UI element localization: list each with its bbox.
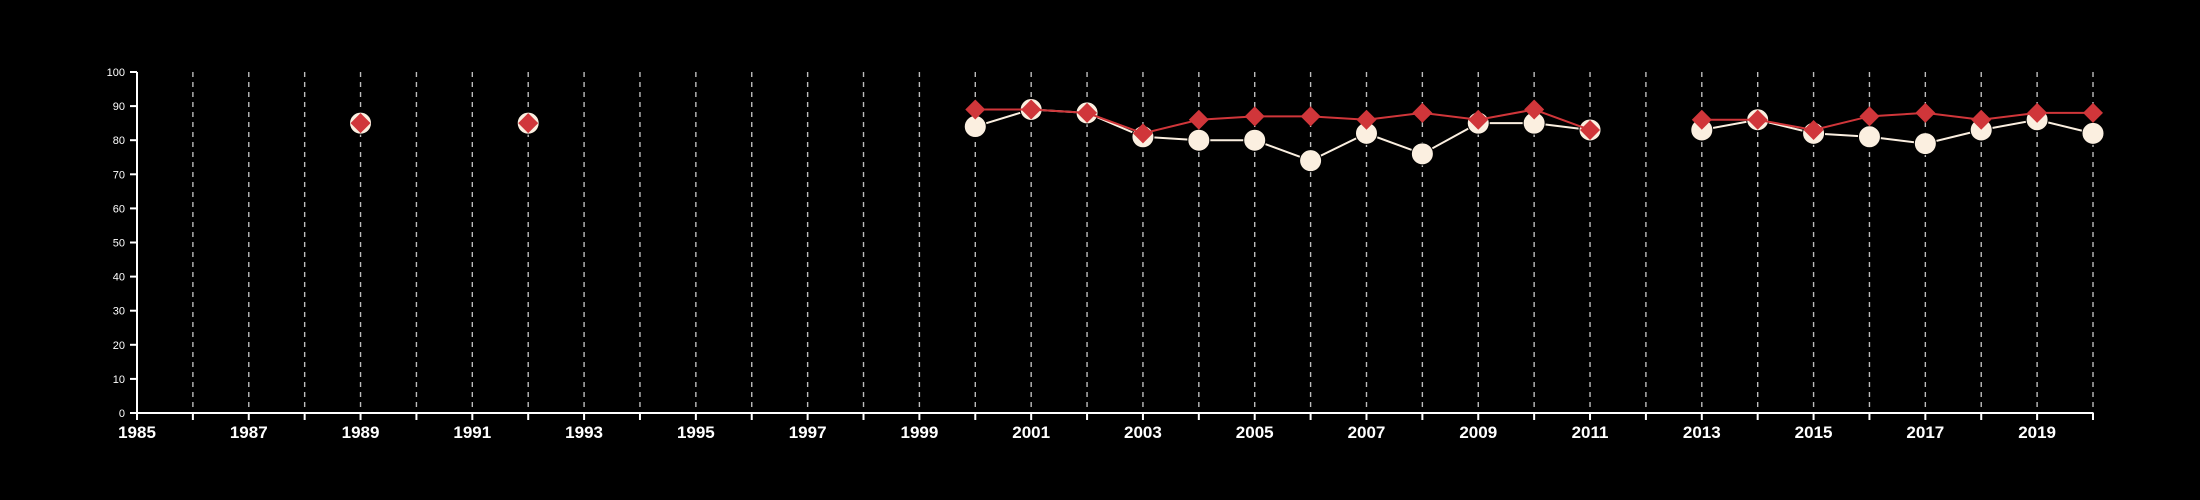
x-tick-label: 2019	[2018, 423, 2056, 442]
y-tick-label: 10	[113, 374, 125, 386]
series-layer	[349, 98, 2105, 173]
x-tick-label: 2005	[1236, 423, 1274, 442]
data-point-diamond	[1132, 123, 1153, 144]
x-tick-label: 1985	[118, 423, 156, 442]
x-tick-label: 1987	[230, 423, 268, 442]
y-tick-label: 20	[113, 340, 125, 352]
x-tick-label: 2009	[1459, 423, 1497, 442]
y-tick-label: 60	[113, 203, 125, 215]
data-point-diamond	[1803, 119, 1824, 140]
data-point-diamond	[1300, 106, 1321, 127]
x-tick-label: 1993	[565, 423, 603, 442]
data-point-diamond	[1244, 106, 1265, 127]
data-point-diamond	[1468, 109, 1489, 130]
data-point-diamond	[1691, 109, 1712, 130]
data-point-circle	[1299, 149, 1323, 173]
data-point-diamond	[1412, 102, 1433, 123]
y-tick-label: 90	[113, 101, 125, 113]
series-line	[1701, 111, 2093, 131]
x-tick-label: 1991	[453, 423, 491, 442]
data-point-diamond	[1859, 106, 1880, 127]
x-tick-label: 1999	[900, 423, 938, 442]
data-point-circle	[1913, 132, 1937, 156]
data-point-diamond	[2083, 102, 2103, 123]
x-tick-label: 1995	[677, 423, 715, 442]
data-point-diamond	[965, 99, 986, 120]
data-point-diamond	[1524, 99, 1545, 120]
data-point-diamond	[1971, 109, 1992, 130]
data-point-diamond	[1356, 109, 1377, 130]
y-tick-label: 0	[119, 408, 125, 420]
y-tick-label: 100	[107, 67, 125, 79]
x-tick-label: 1997	[789, 423, 827, 442]
x-tick-label: 2017	[1906, 423, 1944, 442]
data-point-circle	[1187, 128, 1211, 152]
y-tick-label: 40	[113, 272, 125, 284]
data-point-diamond	[1021, 99, 1042, 120]
y-tick-label: 70	[113, 169, 125, 181]
x-tick-label: 2001	[1012, 423, 1050, 442]
data-point-diamond	[2027, 102, 2048, 123]
x-tick-label: 2015	[1795, 423, 1833, 442]
data-point-diamond	[350, 113, 371, 134]
data-point-diamond	[518, 113, 539, 134]
y-tick-label: 50	[113, 238, 125, 250]
data-point-circle	[1857, 125, 1881, 149]
data-point-circle	[1410, 142, 1434, 166]
data-point-diamond	[1077, 102, 1098, 123]
data-point-diamond	[1580, 119, 1601, 140]
y-tick-label: 30	[113, 306, 125, 318]
axes: 0 10 20 30 40 50 60 70 80 90 100 1985 1987 1989 1991 19…	[107, 67, 2094, 442]
data-point-diamond	[1915, 102, 1936, 123]
data-point-diamond	[1188, 109, 1209, 130]
data-point-diamond	[1747, 109, 1768, 130]
x-tick-label: 2003	[1124, 423, 1162, 442]
grid-lines	[192, 72, 2094, 413]
data-point-circle	[1243, 128, 1267, 152]
x-tick-label: 2013	[1683, 423, 1721, 442]
series-diamond	[350, 99, 2103, 144]
x-tick-label: 2007	[1348, 423, 1386, 442]
y-tick-label: 80	[113, 135, 125, 147]
data-point-circle	[2081, 121, 2105, 145]
x-tick-label: 2011	[1572, 423, 1609, 442]
x-tick-label: 1989	[342, 423, 380, 442]
